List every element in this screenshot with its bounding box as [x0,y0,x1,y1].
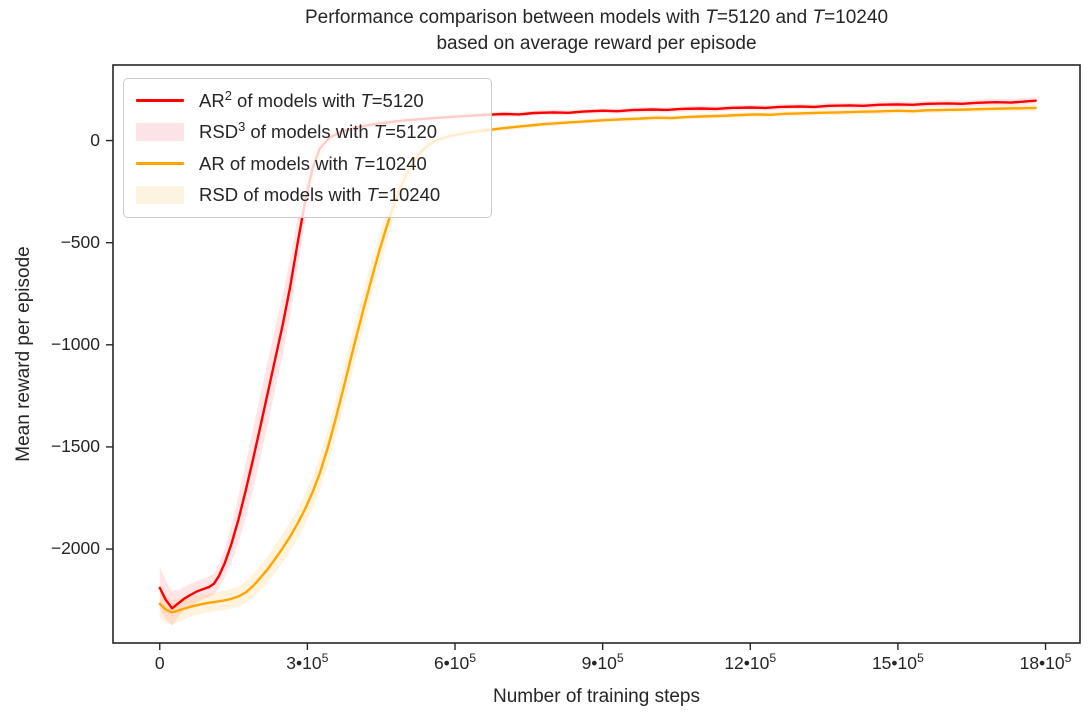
legend-patch-swatch-cream [136,186,184,205]
x-tick-label: 15•105 [871,651,924,673]
x-tick-label: 9•105 [581,651,624,673]
x-tick-label: 0 [154,653,165,673]
legend-row-ar-10240: AR of models with T=10240 [136,148,481,179]
x-tick-label: 18•105 [1019,651,1072,673]
y-tick-label: −1500 [50,435,100,456]
y-axis-label: Mean reward per episode [13,246,34,462]
x-tick-label: 3•105 [286,651,329,673]
chart-title-line2: based on average reward per episode [436,33,757,55]
legend-line-swatch-orange [136,162,184,166]
legend-row-rsd-5120: RSD3 of models with T=5120 [136,117,481,148]
legend-line-swatch-red [136,99,184,103]
y-tick-label: 0 [90,129,100,150]
legend-row-ar-5120: AR2 of models with T=5120 [136,85,481,116]
y-tick-label: −2000 [50,538,100,559]
x-tick-label: 12•105 [724,651,777,673]
plot-border [112,64,1081,644]
y-tick-label: −500 [60,231,100,252]
y-tick-label: −1000 [50,333,100,354]
legend-label-rsd-10240: RSD of models with T=10240 [199,184,441,206]
x-tick-label: 6•105 [433,651,477,673]
legend: AR2 of models with T=5120 RSD3 of models… [123,78,492,218]
legend-label-ar-10240: AR of models with T=10240 [199,152,427,174]
x-axis-label: Number of training steps [493,686,700,707]
chart-title-line1: Performance comparison between models wi… [304,7,889,28]
legend-label-ar-5120: AR2 of models with T=5120 [199,87,424,111]
legend-patch-swatch-pink [136,123,184,142]
legend-label-rsd-5120: RSD3 of models with T=5120 [199,119,438,143]
legend-row-rsd-10240: RSD of models with T=10240 [136,180,481,211]
chart-title: Performance comparison between models wi… [113,5,1080,57]
